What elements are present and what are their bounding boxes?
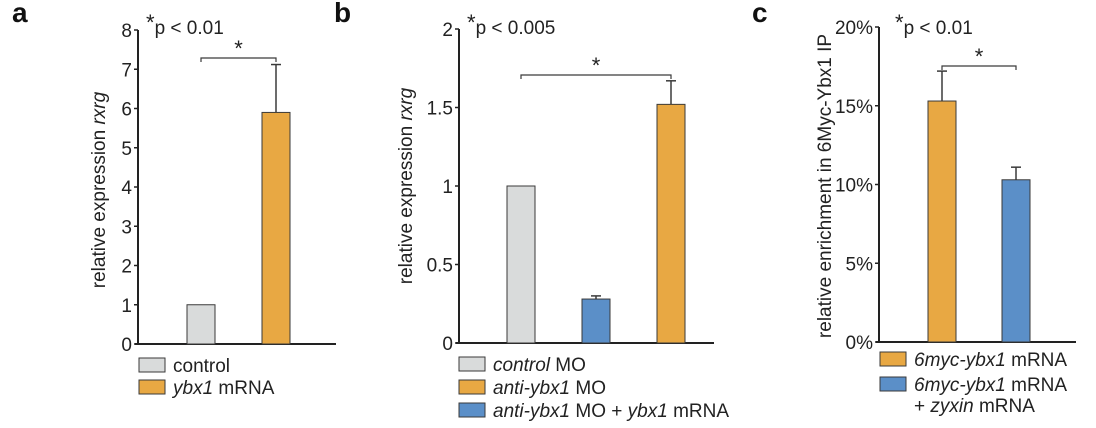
p-value: p < 0.005	[476, 18, 556, 39]
text-segment: control	[493, 355, 551, 376]
significance-star: *	[234, 36, 243, 61]
text-segment: 6myc-ybx1	[914, 350, 1006, 371]
legend-swatch	[879, 376, 907, 392]
significance-note: *p < 0.01	[895, 10, 973, 39]
legend-label: ybx1 mRNA	[171, 378, 275, 399]
text-segment: rxrg	[89, 91, 110, 124]
significance-note: *p < 0.005	[467, 10, 555, 39]
bar	[1001, 179, 1031, 343]
bar	[656, 103, 686, 344]
panel-label: a	[12, 0, 28, 28]
y-tick-label: 8	[121, 21, 132, 42]
y-axis-label: relative enrichment in 6Myc-Ybx1 IP	[815, 34, 836, 338]
y-tick-label: 10%	[835, 176, 873, 197]
asterisk: *	[146, 10, 155, 35]
text-segment: rxrg	[396, 87, 417, 120]
legend-swatch	[458, 356, 486, 372]
y-axis-label: relative expression rxrg	[89, 91, 110, 288]
bar	[186, 304, 216, 345]
text-segment: ybx1	[626, 401, 668, 422]
text-segment: relative expression	[396, 121, 417, 285]
p-value: p < 0.01	[904, 18, 973, 39]
p-value: p < 0.01	[155, 18, 224, 39]
text-segment: MO +	[570, 401, 628, 422]
y-tick-label: 0%	[846, 333, 874, 354]
y-tick-label: 7	[121, 60, 132, 81]
asterisk: *	[895, 10, 904, 35]
significance-note: *p < 0.01	[146, 10, 224, 39]
legend-swatch	[458, 379, 486, 395]
text-segment: anti-ybx1	[493, 378, 570, 399]
legend-label: control MO	[493, 355, 586, 376]
text-segment: mRNA	[974, 396, 1036, 417]
text-segment: relative enrichment in 6Myc-Ybx1 IP	[815, 34, 836, 338]
y-tick-label: 2	[121, 257, 132, 278]
y-tick-label: 20%	[835, 18, 873, 39]
significance-bracket	[520, 74, 672, 79]
text-segment: +	[914, 396, 930, 417]
asterisk: *	[467, 10, 476, 35]
legend-label: + zyxin mRNA	[914, 396, 1035, 417]
bar	[927, 100, 957, 343]
y-tick-label: 0	[442, 334, 453, 355]
legend-label: anti-ybx1 MO + ybx1 mRNA	[493, 401, 729, 422]
legend-label: anti-ybx1 MO	[493, 378, 606, 399]
text-segment: zyxin	[929, 396, 973, 417]
text-segment: anti-ybx1	[493, 401, 570, 422]
legend-swatch	[138, 379, 166, 395]
y-tick-label: 2	[442, 20, 453, 41]
y-tick-label: 4	[121, 178, 132, 199]
significance-bracket	[941, 65, 1017, 70]
y-axis-label: relative expression rxrg	[396, 87, 417, 284]
panel-label: b	[334, 0, 351, 28]
legend-label: 6myc-ybx1 mRNA	[914, 350, 1067, 371]
significance-star: *	[592, 53, 601, 78]
y-tick-label: 1.5	[427, 99, 453, 120]
y-tick-label: 15%	[835, 97, 873, 118]
text-segment: 6myc-ybx1	[914, 375, 1006, 396]
text-segment: mRNA	[1006, 375, 1068, 396]
text-segment: mRNA	[213, 378, 275, 399]
text-segment: relative expression	[89, 125, 110, 289]
text-segment: MO	[570, 378, 606, 399]
text-segment: mRNA	[668, 401, 730, 422]
y-tick-label: 5	[121, 139, 132, 160]
legend-label: 6myc-ybx1 mRNA	[914, 375, 1067, 396]
y-tick-label: 6	[121, 100, 132, 121]
legend-swatch	[879, 351, 907, 367]
text-segment: control	[173, 356, 230, 377]
significance-bracket	[200, 57, 277, 62]
y-tick-label: 1	[442, 177, 453, 198]
legend-swatch	[138, 357, 166, 373]
text-segment: ybx1	[171, 378, 213, 399]
panel-c: c 0% 5% 10% 15% 20%relative enrichment in 6My…	[752, 0, 1076, 417]
bar	[581, 298, 611, 344]
y-tick-label: 0	[121, 335, 132, 356]
y-tick-label: 0.5	[427, 256, 453, 277]
panel-label: c	[752, 0, 768, 28]
text-segment: mRNA	[1006, 350, 1068, 371]
y-tick-label: 5%	[846, 254, 874, 275]
y-tick-label: 3	[121, 217, 132, 238]
legend-swatch	[458, 402, 486, 418]
legend-label: control	[173, 356, 230, 377]
bar	[506, 185, 536, 344]
bar	[261, 111, 291, 345]
y-tick-label: 1	[121, 296, 132, 317]
significance-star: *	[975, 44, 984, 69]
text-segment: MO	[550, 355, 586, 376]
